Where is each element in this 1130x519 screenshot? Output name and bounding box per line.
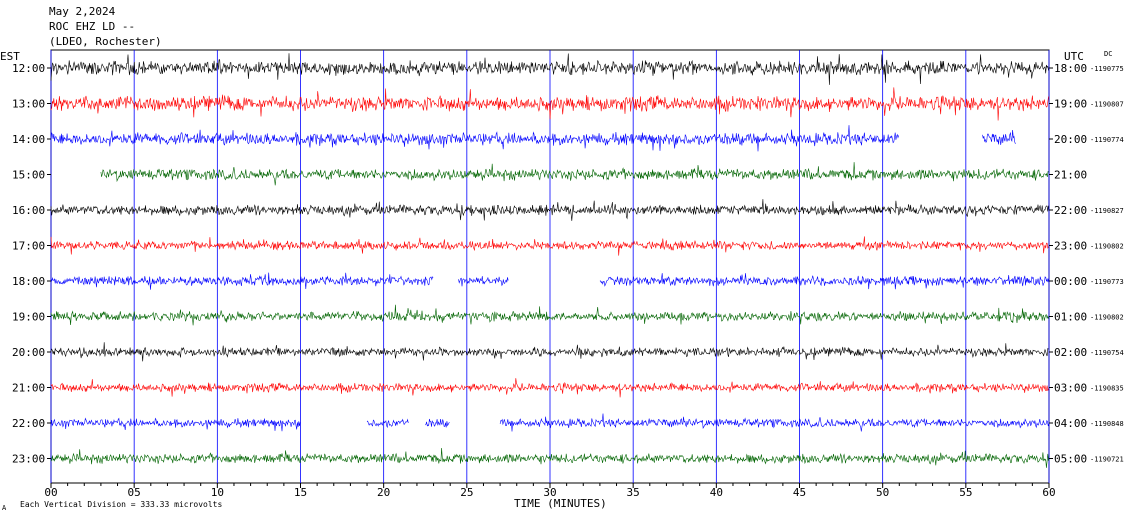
row-label-est: 17:00	[12, 240, 45, 253]
footer-note: Each Vertical Division = 333.33 microvol…	[20, 500, 222, 509]
x-tick-label: 00	[44, 486, 57, 499]
footer-corner-mark: A	[2, 504, 7, 512]
header-network: (LDEO, Rochester)	[49, 35, 162, 48]
row-dc-offset: -1190835	[1090, 385, 1124, 393]
row-label-est: 21:00	[12, 382, 45, 395]
row-label-utc: 18:00	[1054, 62, 1087, 75]
row-dc-offset: -1190802	[1090, 314, 1124, 322]
row-label-utc: 05:00	[1054, 453, 1087, 466]
trace-segment	[599, 273, 1049, 290]
trace-segment	[50, 342, 1049, 362]
x-tick-label: 10	[211, 486, 224, 499]
trace-segment	[50, 378, 1049, 398]
row-dc-offset: -1190773	[1090, 278, 1124, 286]
row-label-est: 16:00	[12, 204, 45, 217]
trace-segment	[366, 418, 409, 429]
row-label-est: 13:00	[12, 98, 45, 111]
row-label-utc: 19:00	[1054, 98, 1087, 111]
dc-label: DC	[1104, 50, 1112, 58]
x-tick-label: 20	[377, 486, 390, 499]
x-tick-label: 15	[294, 486, 307, 499]
row-dc-offset: -1190848	[1090, 420, 1124, 428]
trace-segment	[458, 276, 509, 287]
x-tick-label: 55	[959, 486, 972, 499]
row-dc-offset: -1190721	[1090, 456, 1124, 464]
row-dc-offset: -1190807	[1090, 101, 1124, 109]
x-axis-title: TIME (MINUTES)	[514, 497, 607, 510]
x-tick-label: 25	[460, 486, 473, 499]
x-tick-label: 60	[1042, 486, 1055, 499]
right-axis-label: UTC	[1064, 50, 1084, 63]
trace-segment	[499, 413, 1050, 432]
row-label-utc: 03:00	[1054, 382, 1087, 395]
row-dc-offset: -1190827	[1090, 207, 1124, 215]
row-label-utc: 01:00	[1054, 311, 1087, 324]
row-label-est: 14:00	[12, 133, 45, 146]
left-axis-label: EST	[0, 50, 20, 63]
x-tick-label: 05	[128, 486, 141, 499]
trace-segment	[50, 236, 1049, 256]
x-tick-label: 40	[710, 486, 723, 499]
x-tick-label: 50	[876, 486, 889, 499]
row-label-est: 15:00	[12, 169, 45, 182]
trace-segment	[50, 53, 1049, 85]
row-label-utc: 20:00	[1054, 133, 1087, 146]
header-date: May 2,2024	[49, 5, 116, 18]
x-tick-label: 45	[793, 486, 806, 499]
trace-segment	[982, 129, 1016, 145]
row-label-est: 18:00	[12, 275, 45, 288]
row-label-utc: 22:00	[1054, 204, 1087, 217]
trace-segment	[100, 162, 1049, 186]
row-label-est: 12:00	[12, 62, 45, 75]
row-label-utc: 23:00	[1054, 240, 1087, 253]
row-dc-offset: -1190754	[1090, 349, 1124, 357]
row-dc-offset: -1190802	[1090, 243, 1124, 251]
row-label-est: 22:00	[12, 417, 45, 430]
row-label-est: 20:00	[12, 346, 45, 359]
trace-segment	[50, 304, 1049, 326]
row-label-utc: 02:00	[1054, 346, 1087, 359]
row-dc-offset: -1190775	[1090, 65, 1124, 73]
trace-segment	[50, 125, 899, 152]
row-label-utc: 00:00	[1054, 275, 1087, 288]
header-station: ROC EHZ LD --	[49, 20, 135, 33]
row-dc-offset: -1190774	[1090, 136, 1124, 144]
trace-segment	[50, 199, 1049, 221]
trace-segment	[50, 87, 1049, 121]
trace-segment	[50, 447, 1049, 468]
trace-segment	[425, 418, 450, 428]
row-label-utc: 21:00	[1054, 169, 1087, 182]
row-label-est: 19:00	[12, 311, 45, 324]
row-label-utc: 04:00	[1054, 417, 1087, 430]
x-tick-label: 30	[543, 486, 556, 499]
row-label-est: 23:00	[12, 453, 45, 466]
trace-segment	[50, 417, 301, 432]
trace-segment	[50, 272, 434, 290]
x-tick-label: 35	[627, 486, 640, 499]
